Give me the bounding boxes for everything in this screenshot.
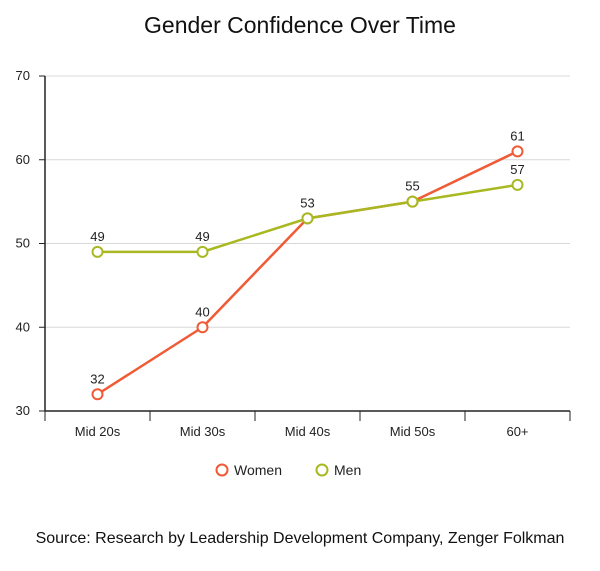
point-men — [196, 245, 209, 258]
legend: Women Men — [215, 462, 361, 478]
legend-item-women: Women — [215, 462, 282, 478]
x-tick-label: Mid 20s — [75, 424, 121, 439]
data-label-men: 49 — [195, 229, 209, 244]
legend-marker — [215, 463, 229, 477]
x-tick-label: Mid 40s — [285, 424, 331, 439]
series-group: 32 40 61 49 49 53 55 57 — [90, 128, 525, 401]
y-tick-label: 60 — [16, 152, 30, 167]
data-label-men: 53 — [300, 195, 314, 210]
point-women — [91, 388, 104, 401]
series-men: 49 49 53 55 57 — [90, 162, 525, 258]
data-label-women: 61 — [510, 128, 524, 143]
point-men — [511, 178, 524, 191]
x-tick-label: Mid 50s — [390, 424, 436, 439]
y-tick-label: 30 — [16, 403, 30, 418]
source-note: Source: Research by Leadership Developme… — [35, 530, 565, 547]
legend-item-men: Men — [315, 462, 361, 478]
data-label-women: 32 — [90, 371, 104, 386]
x-tick-label: 60+ — [506, 424, 528, 439]
point-women — [196, 321, 209, 334]
data-label-men: 57 — [510, 162, 524, 177]
data-label-men: 49 — [90, 229, 104, 244]
chart-title: Gender Confidence Over Time — [144, 12, 456, 38]
x-axis-ticks: Mid 20s Mid 30s Mid 40s Mid 50s 60+ — [44, 411, 571, 439]
point-men — [301, 212, 314, 225]
data-label-women: 40 — [195, 304, 209, 319]
line-women — [96, 150, 519, 396]
legend-label: Men — [334, 462, 361, 478]
point-men — [91, 245, 104, 258]
y-tick-label: 40 — [16, 319, 30, 334]
gridlines — [45, 75, 570, 328]
point-women — [511, 145, 524, 158]
y-axis-ticks: 30 40 50 60 70 — [16, 68, 45, 418]
data-label-men: 55 — [405, 179, 419, 194]
y-tick-label: 70 — [16, 68, 30, 83]
series-women: 32 40 61 — [90, 128, 525, 401]
point-men — [406, 195, 419, 208]
x-tick-label: Mid 30s — [180, 424, 226, 439]
y-tick-label: 50 — [16, 236, 30, 251]
legend-marker — [315, 463, 329, 477]
legend-label: Women — [234, 462, 282, 478]
